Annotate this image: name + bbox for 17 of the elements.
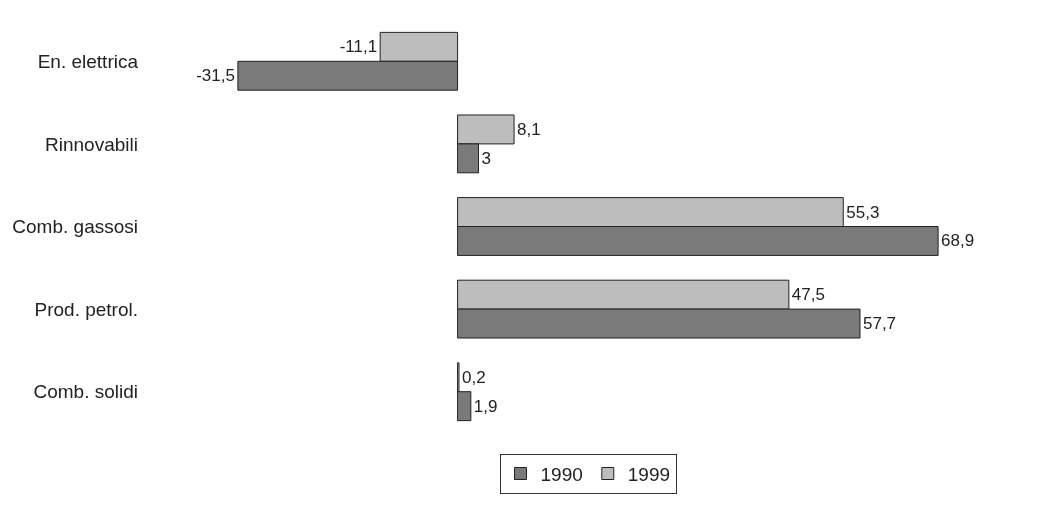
- data-label: 57,7: [862, 314, 897, 334]
- data-label: 8,1: [517, 119, 541, 139]
- data-label: 55,3: [846, 202, 880, 222]
- y-tick-label: Rinnovabili: [45, 133, 138, 155]
- y-tick-label: Comb. gassosi: [12, 216, 138, 238]
- data-label: -31,5: [196, 66, 235, 86]
- legend-label: 1999: [627, 463, 671, 485]
- y-tick-label: Prod. petrol.: [34, 298, 138, 320]
- legend-label: 1990: [540, 463, 583, 485]
- data-label: 3: [481, 148, 491, 168]
- y-tick-label: En. elettrica: [37, 50, 139, 72]
- data-label: 68,9: [941, 231, 975, 251]
- data-label: 1,9: [473, 396, 498, 416]
- data-label: 0,2: [461, 367, 486, 387]
- data-label: 47,5: [791, 285, 825, 305]
- data-label: -11,1: [339, 37, 378, 57]
- y-tick-label: Comb. solidi: [33, 381, 138, 403]
